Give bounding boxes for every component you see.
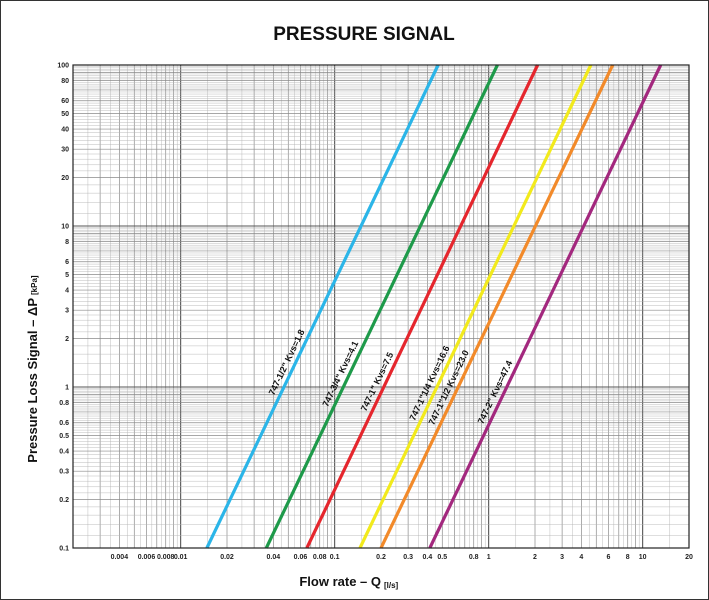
y-tick-label: 60 bbox=[61, 98, 69, 105]
series-line bbox=[305, 64, 540, 549]
series-line bbox=[428, 64, 663, 549]
y-tick-label: 0.3 bbox=[59, 469, 69, 476]
series-label: 747-3/4" Kvs=4.1 bbox=[320, 339, 360, 408]
x-axis-title: Flow rate – Q bbox=[299, 574, 381, 589]
x-tick-label: 0.006 bbox=[138, 554, 156, 561]
y-tick-label: 0.6 bbox=[59, 420, 69, 427]
y-axis-unit: [kPa] bbox=[30, 275, 39, 295]
y-tick-label: 80 bbox=[61, 78, 69, 85]
series-line bbox=[358, 64, 593, 549]
x-tick-labels: 0.004 0.006 0.008 0.01 0.02 0.04 0.06 0.08 0.1 0.… bbox=[111, 554, 693, 561]
x-tick-label: 0.08 bbox=[313, 554, 327, 561]
x-axis-unit: [l/s] bbox=[384, 581, 399, 590]
x-tick-label: 0.5 bbox=[437, 554, 447, 561]
y-tick-label: 4 bbox=[65, 288, 69, 295]
x-tick-label: 2 bbox=[533, 554, 537, 561]
x-tick-label: 10 bbox=[639, 554, 647, 561]
y-tick-label: 10 bbox=[61, 224, 69, 231]
y-tick-label: 6 bbox=[65, 259, 69, 266]
x-tick-label: 3 bbox=[560, 554, 564, 561]
y-tick-label: 0.1 bbox=[59, 546, 69, 553]
x-tick-label: 6 bbox=[607, 554, 611, 561]
x-tick-label: 0.4 bbox=[422, 554, 432, 561]
x-tick-label: 0.1 bbox=[330, 554, 340, 561]
y-tick-label: 0.4 bbox=[59, 449, 69, 456]
series-lines bbox=[205, 64, 663, 549]
x-tick-label: 0.004 bbox=[111, 554, 129, 561]
y-tick-label: 2 bbox=[65, 336, 69, 343]
chart-title: PRESSURE SIGNAL bbox=[273, 24, 455, 45]
y-tick-label: 0.8 bbox=[59, 400, 69, 407]
y-axis-title-group: Pressure Loss Signal – ΔP [kPa] bbox=[25, 275, 40, 463]
y-tick-label: 8 bbox=[65, 239, 69, 246]
x-tick-label: 4 bbox=[579, 554, 583, 561]
y-tick-label: 100 bbox=[57, 63, 69, 70]
x-tick-label: 0.3 bbox=[403, 554, 413, 561]
y-tick-label: 40 bbox=[61, 127, 69, 134]
y-tick-label: 50 bbox=[61, 111, 69, 118]
x-tick-label: 0.008 bbox=[157, 554, 175, 561]
y-tick-label: 5 bbox=[65, 272, 69, 279]
plot-frame bbox=[72, 64, 690, 549]
x-tick-label: 0.01 bbox=[174, 554, 188, 561]
y-tick-label: 20 bbox=[61, 175, 69, 182]
x-tick-label: 1 bbox=[487, 554, 491, 561]
x-tick-label: 0.04 bbox=[267, 554, 281, 561]
y-tick-labels: 0.1 0.2 0.3 0.4 0.5 0.6 0.8 1 2 3 4 5 6 8 10 20 30 40 50 60… bbox=[57, 63, 69, 553]
series-line bbox=[264, 64, 499, 549]
x-tick-label: 8 bbox=[626, 554, 630, 561]
series-line bbox=[379, 64, 615, 549]
y-tick-label: 0.5 bbox=[59, 433, 69, 440]
y-tick-label: 0.2 bbox=[59, 497, 69, 504]
x-tick-label: 0.8 bbox=[469, 554, 479, 561]
grid bbox=[72, 64, 690, 549]
y-axis-title: Pressure Loss Signal – ΔP bbox=[25, 298, 40, 463]
y-tick-label: 1 bbox=[65, 385, 69, 392]
y-tick-label: 3 bbox=[65, 308, 69, 315]
series-line bbox=[205, 64, 440, 549]
x-tick-label: 0.2 bbox=[376, 554, 386, 561]
y-tick-label: 30 bbox=[61, 147, 69, 154]
x-tick-label: 0.06 bbox=[294, 554, 308, 561]
x-tick-label: 20 bbox=[685, 554, 693, 561]
x-tick-label: 0.02 bbox=[220, 554, 234, 561]
